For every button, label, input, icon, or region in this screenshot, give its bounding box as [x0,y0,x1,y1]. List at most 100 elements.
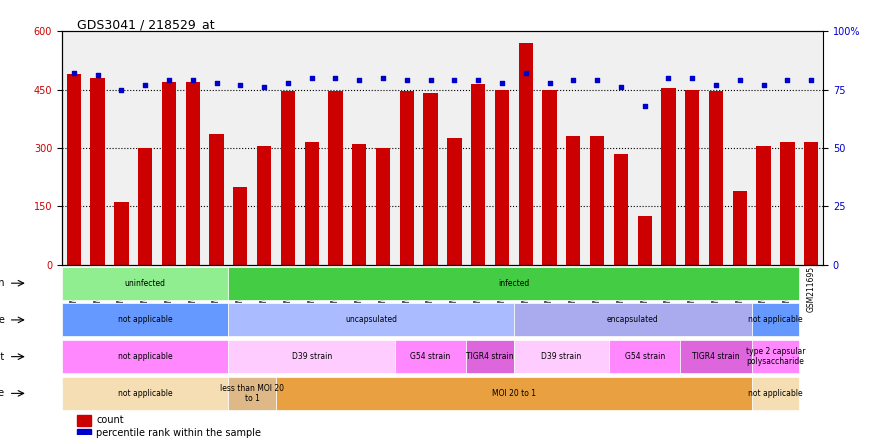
Bar [257,146,272,265]
Point [210,79,224,86]
Point [138,81,152,88]
FancyBboxPatch shape [395,340,466,373]
Point [114,86,128,93]
Text: not applicable: not applicable [118,352,173,361]
Text: cell type: cell type [0,315,4,325]
Text: GDS3041 / 218529_at: GDS3041 / 218529_at [77,18,215,31]
Text: not applicable: not applicable [118,315,173,325]
Point [804,77,819,84]
Bar [733,191,747,265]
Point [352,77,366,84]
Point [186,77,200,84]
FancyBboxPatch shape [751,377,799,410]
Point [281,79,295,86]
Text: less than MOI 20
to 1: less than MOI 20 to 1 [220,384,284,403]
Bar [495,90,509,265]
Point [424,77,438,84]
Bar [709,91,723,265]
Point [328,74,342,81]
Bar [447,138,462,265]
Bar [471,83,485,265]
Bar [77,429,91,437]
Bar [234,187,248,265]
FancyBboxPatch shape [514,303,751,337]
Text: D39 strain: D39 strain [291,352,332,361]
FancyBboxPatch shape [514,340,609,373]
Bar [757,146,771,265]
Bar [114,202,128,265]
FancyBboxPatch shape [228,377,276,410]
Bar [376,148,390,265]
Point [519,70,533,77]
Point [757,81,771,88]
Text: not applicable: not applicable [748,389,803,398]
FancyBboxPatch shape [751,340,799,373]
Bar [281,91,295,265]
Bar [685,90,699,265]
FancyBboxPatch shape [228,340,395,373]
Bar [210,135,224,265]
Point [471,77,485,84]
Point [637,102,651,109]
Point [733,77,747,84]
Point [400,77,414,84]
Point [590,77,604,84]
Bar [186,82,200,265]
Point [709,81,723,88]
Bar [781,142,795,265]
Bar [804,142,819,265]
Point [257,83,271,91]
Point [566,77,581,84]
Point [304,74,319,81]
FancyBboxPatch shape [466,340,514,373]
FancyBboxPatch shape [276,377,751,410]
Text: TIGR4 strain: TIGR4 strain [692,352,740,361]
Bar [614,154,628,265]
Bar [543,90,557,265]
Bar [519,43,533,265]
Bar [162,82,176,265]
Bar [66,74,81,265]
Text: encapsulated: encapsulated [607,315,658,325]
Text: MOI 20 to 1: MOI 20 to 1 [492,389,535,398]
Text: dose: dose [0,388,4,398]
FancyBboxPatch shape [681,340,751,373]
Text: G54 strain: G54 strain [625,352,665,361]
Point [685,74,699,81]
Bar [400,91,414,265]
Point [162,77,176,84]
FancyBboxPatch shape [62,377,228,410]
FancyBboxPatch shape [228,267,799,300]
Point [447,77,461,84]
Point [781,77,795,84]
Bar [424,93,438,265]
FancyBboxPatch shape [228,303,514,337]
Bar [637,216,652,265]
Point [234,81,248,88]
Bar [77,415,91,426]
Point [495,79,509,86]
FancyBboxPatch shape [62,267,228,300]
FancyBboxPatch shape [609,340,681,373]
Text: uncapsulated: uncapsulated [345,315,397,325]
Point [66,70,81,77]
FancyBboxPatch shape [62,303,228,337]
Point [661,74,675,81]
Text: percentile rank within the sample: percentile rank within the sample [96,428,261,439]
Text: type 2 capsular
polysaccharide: type 2 capsular polysaccharide [746,347,805,366]
Point [614,83,628,91]
Bar [304,142,319,265]
Text: count: count [96,415,124,425]
Bar [328,91,342,265]
Point [90,72,104,79]
Bar [566,136,581,265]
Text: uninfected: uninfected [125,279,165,288]
Bar [590,136,604,265]
Text: agent: agent [0,352,4,362]
Point [543,79,557,86]
Text: D39 strain: D39 strain [542,352,581,361]
Text: G54 strain: G54 strain [411,352,450,361]
Point [376,74,390,81]
Bar [661,87,675,265]
Bar [90,78,104,265]
